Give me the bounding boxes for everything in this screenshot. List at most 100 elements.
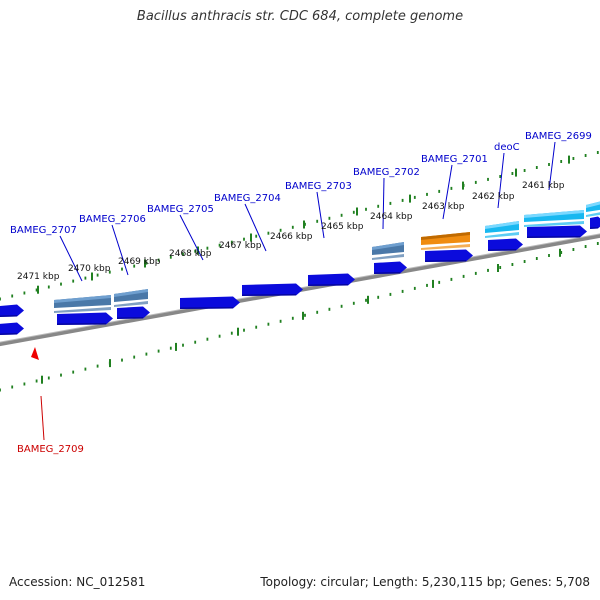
scale-tick-minor: [535, 257, 538, 260]
gene-label[interactable]: BAMEG_2709: [17, 444, 84, 455]
scale-tick-minor: [584, 154, 587, 157]
gene-arrow-body: [57, 312, 113, 325]
gene-arrow-body: [425, 249, 473, 262]
gene-bameg-2706-box: [113, 289, 149, 307]
scale-tick-minor: [169, 346, 172, 350]
scale-tick-minor: [340, 304, 343, 308]
scale-tick-minor: [499, 266, 502, 269]
scale-tick-label: 2471 kbp: [17, 272, 60, 282]
scale-tick-minor: [291, 225, 294, 229]
scale-tick-minor: [243, 237, 245, 241]
scale-tick-minor: [230, 331, 233, 335]
label-leader-line: [382, 177, 385, 230]
scale-tick-minor: [596, 242, 599, 245]
scale-tick-minor: [194, 340, 197, 344]
label-leader-line: [442, 164, 453, 220]
label-leader-line: [244, 203, 267, 252]
scale-tick-major: [497, 264, 499, 272]
gene-arrow: [57, 312, 113, 325]
scale-tick-minor: [291, 316, 294, 320]
gene-box-lower: [54, 307, 111, 313]
gene-label[interactable]: BAMEG_2703: [285, 181, 352, 192]
gene-label[interactable]: BAMEG_2704: [214, 193, 281, 204]
scale-tick-minor: [401, 289, 404, 293]
scale-tick-minor: [145, 261, 148, 265]
scale-tick-minor: [243, 328, 245, 332]
scale-tick-minor: [133, 264, 136, 268]
scale-tick-minor: [133, 355, 136, 359]
gene-features: [0, 201, 600, 360]
scale-tick-minor: [560, 251, 563, 254]
scale-tick-minor: [157, 349, 160, 353]
gene-arrow-body: [590, 216, 600, 229]
gene-arrow-shadow: [57, 323, 106, 325]
scale-tick-minor: [47, 285, 50, 289]
gene-arrow: [590, 216, 600, 229]
gene-label[interactable]: BAMEG_2701: [421, 154, 488, 165]
scale-tick-major: [356, 207, 358, 216]
scale-tick-minor: [60, 373, 62, 377]
scale-tick-minor: [267, 231, 270, 235]
scale-tick-label: 2461 kbp: [522, 181, 565, 191]
gene-arrow: [374, 261, 407, 274]
scale-tick-minor: [450, 186, 453, 190]
scale-tick-minor: [47, 376, 50, 380]
scale-tick-minor: [72, 370, 75, 374]
scale-tick-minor: [72, 279, 75, 283]
scale-tick-minor: [96, 364, 99, 368]
scale-tick-major: [91, 272, 93, 281]
scale-tick-minor: [450, 277, 453, 281]
genome-title: Bacillus anthracis str. CDC 684, complet…: [136, 9, 464, 24]
scale-tick-minor: [255, 325, 258, 329]
scale-tick-minor: [523, 260, 526, 263]
scale-tick-minor: [328, 307, 331, 311]
scale-tick-minor: [511, 172, 514, 175]
gene-arrow-body: [117, 306, 150, 319]
scale-tick-minor: [11, 294, 14, 298]
scale-tick-minor: [413, 286, 416, 290]
scale-tick-major: [109, 359, 111, 368]
scale-tick-label: 2464 kbp: [370, 212, 413, 222]
gene-arrow: [527, 225, 587, 238]
scale-tick-minor: [426, 283, 428, 287]
scale-tick-minor: [596, 151, 599, 154]
gene-box-lower: [524, 221, 584, 227]
gene-box-gap: [420, 242, 471, 248]
scale-tick-minor: [316, 219, 319, 223]
gene-box-lower: [421, 244, 470, 250]
scale-tick-minor: [60, 282, 62, 286]
gene-box-gap: [371, 252, 405, 258]
gene-arrow: [488, 238, 523, 251]
gene-bameg-2701-box: [420, 232, 471, 250]
scale-tick-minor: [572, 248, 575, 251]
scale-tick-major: [250, 233, 252, 242]
scale-tick-major: [515, 168, 517, 177]
scale-tick-minor: [487, 177, 489, 181]
scale-tick-minor: [572, 157, 575, 160]
gene-label[interactable]: BAMEG_2707: [10, 225, 77, 236]
scale-tick-minor: [182, 252, 184, 256]
gene-label[interactable]: BAMEG_2705: [147, 204, 214, 215]
scale-tick-minor: [389, 201, 392, 205]
gene-arrow: [117, 306, 150, 319]
gene-labels: BAMEG_2707BAMEG_2706BAMEG_2705BAMEG_2704…: [10, 131, 592, 455]
scale-tick-minor: [194, 249, 197, 253]
gene-arrow: [0, 304, 24, 317]
scale-tick-minor: [84, 367, 87, 371]
scale-tick-minor: [401, 198, 404, 202]
gene-label[interactable]: BAMEG_2706: [79, 214, 146, 225]
gene-arrow-body: [242, 283, 303, 296]
scale-tick-major: [144, 259, 146, 268]
scale-tick-major: [37, 285, 39, 294]
gene-label[interactable]: BAMEG_2702: [353, 167, 420, 178]
gene-box-gap: [53, 305, 112, 311]
scale-tick-label: 2470 kbp: [68, 264, 111, 274]
gene-label[interactable]: deoC: [494, 142, 520, 153]
scale-tick-minor: [0, 388, 1, 392]
scale-tick-minor: [523, 169, 526, 172]
gene-label[interactable]: BAMEG_2699: [525, 131, 592, 142]
label-leader-line: [40, 395, 45, 441]
scale-tick-major: [237, 327, 239, 336]
